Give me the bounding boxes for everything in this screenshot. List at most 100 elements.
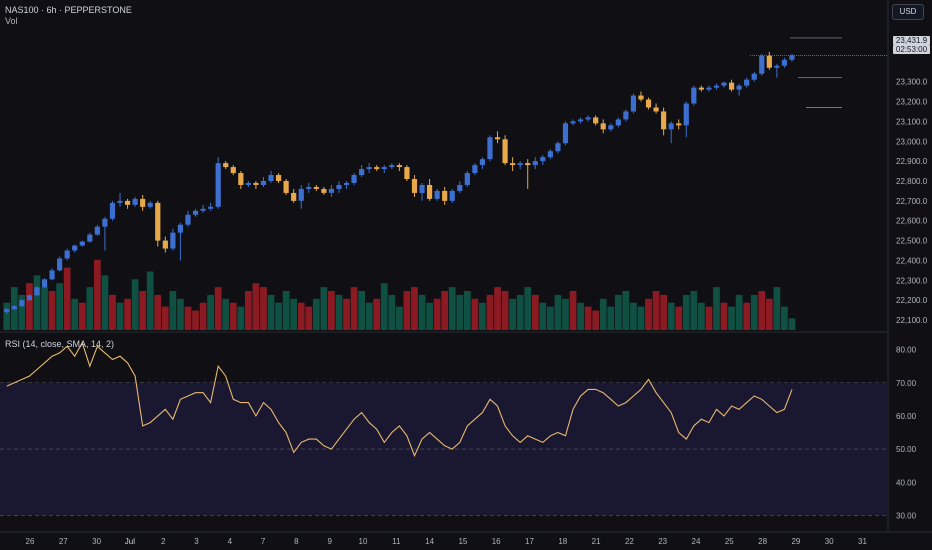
volume-bar bbox=[388, 294, 396, 330]
volume-bar bbox=[161, 306, 169, 330]
candle-body bbox=[600, 123, 606, 130]
candle-body bbox=[306, 186, 312, 189]
volume-bar bbox=[758, 291, 766, 330]
volume-bar bbox=[290, 298, 298, 330]
volume-bar bbox=[267, 294, 275, 330]
volume-bar bbox=[411, 287, 418, 330]
volume-bar bbox=[448, 287, 456, 330]
volume-bar bbox=[622, 291, 630, 330]
price-axis-tick: 23,000.0 bbox=[896, 137, 928, 146]
time-axis-tick: 21 bbox=[592, 537, 601, 546]
candle-body bbox=[759, 55, 765, 74]
candle-body bbox=[517, 163, 523, 166]
candle-body bbox=[532, 161, 538, 166]
volume-bar bbox=[781, 306, 788, 330]
volume-bar bbox=[531, 294, 539, 330]
volume-bar bbox=[41, 287, 48, 330]
time-axis-tick: Jul bbox=[125, 537, 135, 546]
rsi-axis-tick: 40.00 bbox=[896, 478, 917, 487]
candle-body bbox=[736, 85, 742, 90]
time-axis-tick: 24 bbox=[692, 537, 701, 546]
volume-bar bbox=[577, 302, 584, 330]
volume-bar bbox=[584, 306, 592, 330]
candle-body bbox=[683, 103, 689, 126]
currency-button[interactable]: USD bbox=[892, 4, 924, 20]
volume-bar bbox=[335, 294, 343, 330]
price-axis-tick: 23,100.0 bbox=[896, 117, 928, 126]
time-axis-tick: 15 bbox=[458, 537, 467, 546]
volume-bar bbox=[101, 275, 109, 330]
volume-bar bbox=[569, 291, 577, 330]
time-axis-tick: 11 bbox=[392, 537, 401, 546]
volume-bar bbox=[554, 294, 562, 330]
rsi-label[interactable]: RSI (14, close, SMA, 14, 2) bbox=[5, 339, 115, 349]
volume-label: Vol bbox=[5, 16, 18, 26]
candle-body bbox=[661, 111, 667, 130]
volume-bar bbox=[660, 294, 667, 330]
candle-body bbox=[789, 55, 795, 60]
volume-bar bbox=[735, 294, 743, 330]
volume-bar bbox=[486, 294, 494, 330]
time-axis-tick: 17 bbox=[525, 537, 534, 546]
symbol-title[interactable]: NAS100 · 6h · PEPPERSTONE bbox=[5, 5, 132, 15]
candle-body bbox=[140, 198, 146, 207]
volume-bar bbox=[463, 291, 471, 330]
time-axis-tick: 18 bbox=[558, 537, 567, 546]
candle-body bbox=[547, 151, 553, 158]
price-axis-tick: 23,300.0 bbox=[896, 78, 928, 87]
price-axis-tick: 22,200.0 bbox=[896, 296, 928, 305]
candle-body bbox=[26, 295, 33, 301]
volume-bar bbox=[146, 271, 154, 330]
candle-body bbox=[487, 137, 493, 160]
volume-bar bbox=[94, 259, 101, 330]
volume-bar bbox=[690, 291, 698, 330]
candle-body bbox=[215, 163, 221, 207]
volume-bar bbox=[312, 298, 320, 330]
time-axis-tick: 8 bbox=[294, 537, 299, 546]
volume-bar bbox=[614, 294, 622, 330]
candle-body bbox=[744, 79, 750, 86]
volume-bar bbox=[645, 298, 652, 330]
candle-body bbox=[109, 202, 116, 219]
volume-bar bbox=[78, 302, 86, 330]
candle-body bbox=[374, 167, 380, 170]
price-axis-tick: 22,100.0 bbox=[896, 316, 928, 325]
volume-bar bbox=[56, 283, 63, 330]
candle-body bbox=[728, 82, 735, 90]
time-axis-tick: 3 bbox=[194, 537, 199, 546]
candle-body bbox=[389, 165, 395, 168]
volume-bar bbox=[509, 298, 516, 330]
volume-bar bbox=[229, 302, 237, 330]
candle-body bbox=[321, 188, 327, 193]
time-axis-tick: 14 bbox=[425, 537, 434, 546]
volume-bar bbox=[358, 291, 365, 330]
candle-body bbox=[57, 258, 63, 271]
volume-bar bbox=[320, 287, 328, 330]
volume-bar bbox=[86, 287, 94, 330]
time-axis-tick: 28 bbox=[758, 537, 767, 546]
candle-body bbox=[472, 165, 478, 174]
time-axis-tick: 27 bbox=[59, 537, 68, 546]
candle-body bbox=[442, 190, 448, 201]
volume-bar bbox=[479, 302, 486, 330]
candle-body bbox=[79, 241, 85, 246]
candle-body bbox=[608, 125, 614, 130]
candle-body bbox=[253, 182, 259, 185]
candle-body bbox=[351, 175, 357, 183]
price-axis-tick: 23,200.0 bbox=[896, 98, 928, 107]
volume-bar bbox=[184, 306, 192, 330]
price-axis-tick: 22,500.0 bbox=[896, 237, 928, 246]
volume-bar bbox=[396, 306, 403, 330]
volume-bar bbox=[373, 298, 381, 330]
volume-bar bbox=[297, 302, 305, 330]
candle-body bbox=[200, 208, 206, 211]
volume-bar bbox=[403, 291, 411, 330]
candle-body bbox=[555, 143, 561, 152]
volume-bar bbox=[494, 287, 501, 330]
rsi-axis-tick: 50.00 bbox=[896, 445, 917, 454]
volume-bar bbox=[539, 302, 547, 330]
candle-body bbox=[343, 182, 350, 185]
volume-bar bbox=[456, 294, 464, 330]
time-axis-tick: 31 bbox=[858, 537, 867, 546]
